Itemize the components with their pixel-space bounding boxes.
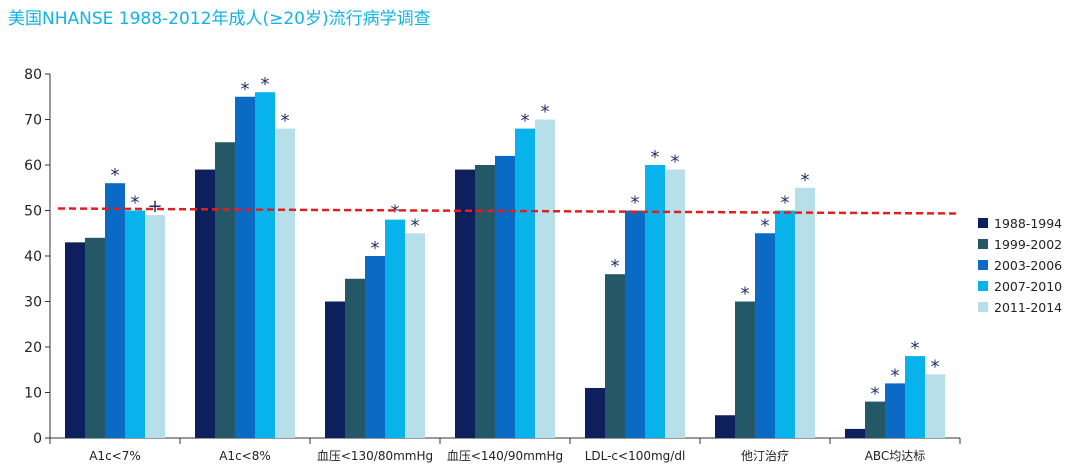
- significance-marker: *: [131, 193, 140, 214]
- category-label: A1c<8%: [219, 449, 271, 463]
- bar: [85, 237, 105, 438]
- bar: [255, 92, 275, 438]
- legend-swatch: [978, 281, 988, 291]
- y-tick-label: 60: [24, 158, 42, 174]
- bar: [365, 256, 385, 438]
- significance-marker: *: [541, 102, 550, 123]
- significance-marker: *: [391, 202, 400, 223]
- bar: [625, 210, 645, 438]
- bar: [65, 242, 85, 438]
- legend-label: 1999-2002: [994, 237, 1062, 252]
- bar: [585, 387, 605, 438]
- bar: [645, 165, 665, 438]
- bar: [925, 374, 945, 438]
- category-label: LDL-c<100mg/dl: [585, 449, 686, 463]
- category-label: 血压<130/80mmHg: [317, 449, 433, 463]
- significance-marker: *: [761, 215, 770, 236]
- significance-marker: *: [281, 111, 290, 132]
- significance-marker: *: [521, 111, 530, 132]
- y-tick-label: 20: [24, 340, 42, 356]
- bar: [475, 165, 495, 438]
- legend-swatch: [978, 302, 988, 312]
- bar: [345, 278, 365, 438]
- bar: [795, 187, 815, 438]
- bar: [215, 142, 235, 438]
- bar: [235, 96, 255, 438]
- bar: [605, 274, 625, 438]
- reference-line-50: [57, 207, 961, 215]
- y-tick-label: 10: [24, 386, 42, 402]
- significance-marker: *: [801, 170, 810, 191]
- legend-label: 1988-1994: [994, 216, 1062, 231]
- significance-marker: *: [261, 74, 270, 95]
- category-label: ABC均达标: [865, 449, 926, 463]
- category-label: A1c<7%: [89, 449, 141, 463]
- y-tick-label: 0: [33, 431, 42, 447]
- legend-label: 2007-2010: [994, 279, 1062, 294]
- bar: [735, 301, 755, 438]
- y-tick-label: 70: [24, 113, 42, 129]
- y-tick-label: 50: [24, 204, 42, 220]
- bar: [455, 169, 475, 439]
- y-tick-label: 40: [24, 249, 42, 265]
- chart-title: 美国NHANSE 1988-2012年成人(≥20岁)流行病学调查: [8, 9, 431, 29]
- y-tick-label: 80: [24, 67, 42, 83]
- bar: [145, 215, 165, 438]
- bar: [775, 210, 795, 438]
- significance-marker: *: [651, 147, 660, 168]
- bar: [405, 233, 425, 438]
- significance-marker: *: [781, 193, 790, 214]
- bar: [845, 428, 865, 438]
- legend-swatch: [978, 239, 988, 249]
- legend-label: 2011-2014: [994, 300, 1062, 315]
- category-label: 他汀治疗: [741, 449, 789, 463]
- bar: [125, 210, 145, 438]
- bar: [715, 415, 735, 438]
- y-tick-label: 30: [24, 295, 42, 311]
- legend-swatch: [978, 218, 988, 228]
- bar: [885, 383, 905, 438]
- significance-marker: *: [241, 79, 250, 100]
- significance-marker: *: [111, 165, 120, 186]
- significance-marker: *: [871, 384, 880, 405]
- bar: [515, 128, 535, 438]
- significance-marker: *: [411, 215, 420, 236]
- significance-marker: *: [741, 284, 750, 305]
- bar: [105, 183, 125, 438]
- significance-marker: *: [891, 365, 900, 386]
- bar: [755, 233, 775, 438]
- bar: [865, 401, 885, 438]
- significance-marker: *: [931, 356, 940, 377]
- bar: [385, 219, 405, 438]
- bar: [495, 155, 515, 438]
- bar: [905, 356, 925, 438]
- bar: [275, 128, 295, 438]
- legend-label: 2003-2006: [994, 258, 1062, 273]
- significance-marker: *: [371, 238, 380, 259]
- significance-marker: *: [611, 256, 620, 277]
- significance-marker: +: [147, 196, 162, 217]
- bar: [325, 301, 345, 438]
- bar: [535, 119, 555, 438]
- significance-marker: *: [631, 193, 640, 214]
- bar: [195, 169, 215, 439]
- significance-marker: *: [911, 338, 920, 359]
- significance-marker: *: [671, 152, 680, 173]
- category-label: 血压<140/90mmHg: [447, 449, 563, 463]
- bar: [665, 169, 685, 439]
- legend-swatch: [978, 260, 988, 270]
